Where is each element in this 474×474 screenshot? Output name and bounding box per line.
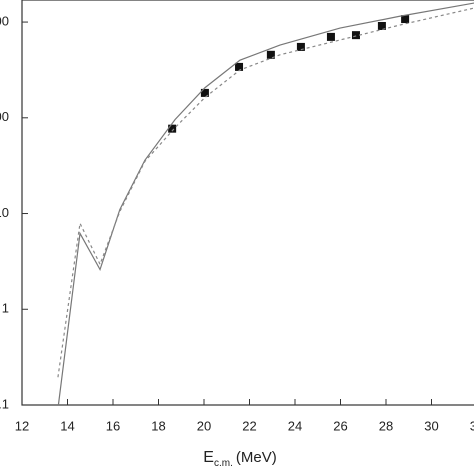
x-tick-label: 32 (470, 418, 474, 433)
data-point (296, 42, 305, 51)
data-point (326, 32, 335, 41)
x-tick-label: 30 (424, 418, 438, 433)
data-point (168, 124, 177, 133)
x-label-unit: (MeV) (236, 449, 277, 466)
y-tick-label: 1 (2, 301, 9, 316)
y-tick-label: 10 (0, 205, 9, 220)
x-tick-label: 16 (106, 418, 120, 433)
x-tick-label: 12 (15, 418, 29, 433)
x-tick-label: 14 (60, 418, 74, 433)
x-tick-label: 18 (151, 418, 165, 433)
curve (57, 2, 474, 406)
data-point (235, 62, 244, 71)
x-tick-label: 22 (242, 418, 256, 433)
plot-frame (21, 0, 474, 406)
data-point (351, 31, 360, 40)
data-point (401, 15, 410, 24)
x-tick-label: 24 (288, 418, 302, 433)
data-point (200, 88, 209, 97)
x-tick-label: 26 (333, 418, 347, 433)
y-tick-label: 100 (0, 109, 9, 124)
data-point (266, 50, 275, 59)
x-axis-label: Ec.m. (MeV) (203, 449, 276, 469)
x-label-sub: c.m. (214, 458, 233, 469)
x-tick-label: 20 (197, 418, 211, 433)
data-point (377, 21, 386, 30)
curve (57, 7, 474, 378)
x-label-main: E (203, 449, 214, 466)
y-tick-label: 0.1 (0, 396, 9, 411)
x-tick-label: 28 (379, 418, 393, 433)
